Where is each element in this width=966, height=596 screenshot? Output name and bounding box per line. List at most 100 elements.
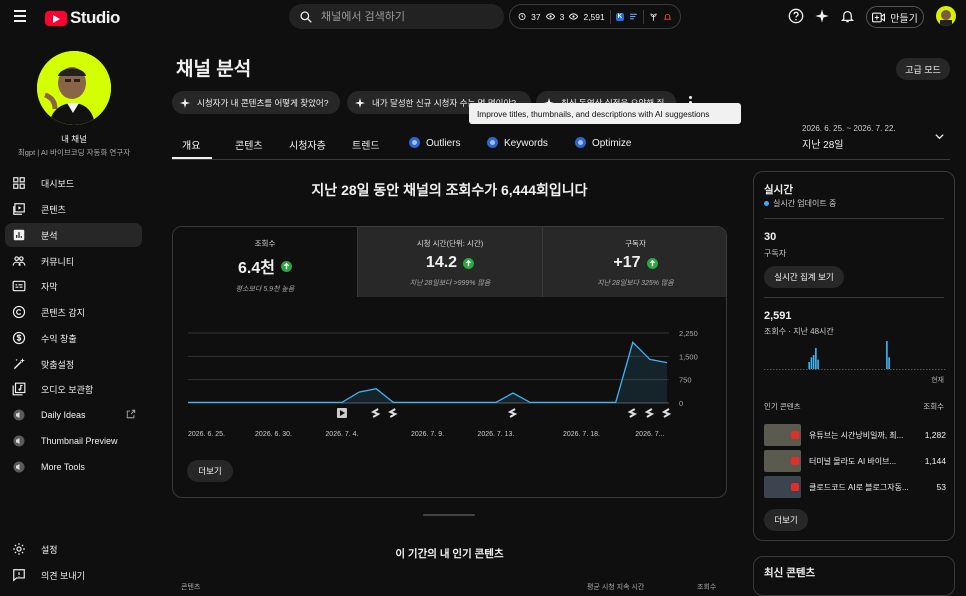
analytics-icon xyxy=(12,228,26,242)
metric-subscribers[interactable]: 구독자 +17 지난 28일보다 325% 많음 xyxy=(543,227,726,297)
short-upload-marker-icon[interactable] xyxy=(507,408,518,418)
tab-label: Keywords xyxy=(504,138,548,149)
more-button[interactable]: 더보기 xyxy=(187,460,233,482)
sidebar-item-subtitles[interactable]: 자막 xyxy=(5,274,142,298)
channel-avatar[interactable] xyxy=(37,51,111,125)
extension-icon xyxy=(12,408,26,422)
realtime-bar xyxy=(808,362,811,369)
carousel-indicator[interactable] xyxy=(423,514,475,516)
tab-label: Optimize xyxy=(592,138,632,149)
sidebar-item-settings[interactable]: 설정 xyxy=(5,537,142,561)
extension-chip[interactable]: K xyxy=(615,12,624,21)
tab-keywords[interactable]: Keywords xyxy=(487,137,548,149)
table-header-views[interactable]: 조회수 xyxy=(697,584,717,591)
sidebar-item-label: 의견 보내기 xyxy=(41,570,85,581)
metric-comparison: 지난 28일보다 325% 많음 xyxy=(597,280,674,287)
list-item[interactable]: 터미널 몰라도 AI 바이브... 1,144 xyxy=(764,449,946,473)
tab-overview[interactable]: 개요 xyxy=(182,141,201,152)
ai-suggestion-chip[interactable]: 시청자가 내 콘텐츠를 어떻게 찾았어? xyxy=(172,91,340,114)
date-period-label[interactable]: 지난 28일 xyxy=(802,140,844,151)
tab-audience[interactable]: 시청자층 xyxy=(289,141,326,152)
video-thumbnail xyxy=(764,476,801,498)
alert-bell-icon[interactable] xyxy=(663,12,672,22)
realtime-title: 실시간 xyxy=(764,184,793,196)
sidebar-item-monetization[interactable]: 수익 창출 xyxy=(5,326,142,350)
sidebar-item-community[interactable]: 커뮤니티 xyxy=(5,249,142,273)
menu-icon[interactable] xyxy=(14,10,26,22)
sidebar-item-customization[interactable]: 맞춤설정 xyxy=(5,352,142,376)
tab-content[interactable]: 콘텐츠 xyxy=(235,141,263,152)
audio-library-icon xyxy=(12,382,26,396)
list-item[interactable]: 유튜브는 시간낭비일까, 최... 1,282 xyxy=(764,423,946,447)
create-button[interactable]: 만들기 xyxy=(866,6,924,28)
sidebar-item-audio-library[interactable]: 오디오 보관함 xyxy=(5,377,142,401)
realtime-subs-value: 30 xyxy=(764,231,777,243)
more-button[interactable]: 더보기 xyxy=(764,509,808,531)
logo-text: Studio xyxy=(70,8,120,27)
tab-trends[interactable]: 트렌드 xyxy=(352,141,380,152)
realtime-view-button[interactable]: 실시간 집계 보기 xyxy=(764,266,844,288)
notifications-icon[interactable] xyxy=(840,8,855,24)
help-icon[interactable] xyxy=(788,8,804,24)
tab-optimize[interactable]: Optimize xyxy=(575,137,631,149)
sidebar-item-analytics[interactable]: 분석 xyxy=(5,223,142,247)
sidebar-item-label: 설정 xyxy=(41,544,58,555)
chart-area xyxy=(188,342,667,403)
studio-logo[interactable]: Studio xyxy=(45,8,120,28)
sprout-icon[interactable] xyxy=(649,12,658,22)
arrow-up-icon xyxy=(646,257,658,269)
short-upload-marker-icon[interactable] xyxy=(627,408,638,418)
metric-label: 구독자 xyxy=(625,239,646,248)
search-bar[interactable] xyxy=(289,4,504,29)
views-chart[interactable]: 2,250 1,500 750 0 2026. 6. 25. 2026. 6. 30. 2… xyxy=(173,317,727,457)
chevron-down-icon[interactable] xyxy=(934,131,945,142)
tab-outliers[interactable]: Outliers xyxy=(409,137,460,149)
metric-views[interactable]: 조회수 6.4천 평소보다 5.9천 높음 xyxy=(173,227,357,297)
popular-views-col: 조회수 xyxy=(923,402,944,411)
stats-extension-bar[interactable]: 37 3 2,591 K xyxy=(509,4,681,29)
realtime-bar-chart[interactable] xyxy=(764,340,946,370)
short-upload-marker-icon[interactable] xyxy=(661,408,672,418)
sidebar-item-feedback[interactable]: 의견 보내기 xyxy=(5,563,142,587)
sidebar-item-label: Thumbnail Preview xyxy=(41,436,118,446)
latest-content-title: 최신 콘텐츠 xyxy=(764,567,816,579)
x-tick-label: 2026. 7. 4. xyxy=(325,431,358,438)
avatar-face-icon xyxy=(940,10,952,26)
sparkle-icon[interactable] xyxy=(814,8,830,24)
sidebar-item-label: 분석 xyxy=(41,230,58,241)
sidebar-item-more-tools[interactable]: More Tools xyxy=(5,455,142,479)
sidebar-item-label: 자막 xyxy=(41,281,58,292)
video-thumbnail xyxy=(764,424,801,446)
realtime-bar xyxy=(886,341,888,369)
table-header-avg-duration[interactable]: 평균 시청 지속 시간 xyxy=(587,584,645,591)
list-icon[interactable] xyxy=(629,12,638,21)
table-header-content[interactable]: 콘텐츠 xyxy=(181,584,201,591)
y-tick-label: 1,500 xyxy=(679,352,698,361)
extension-icon xyxy=(12,434,26,448)
search-input[interactable] xyxy=(321,10,481,23)
short-upload-marker-icon[interactable] xyxy=(388,408,398,418)
sidebar-item-label: 수익 창출 xyxy=(41,333,77,344)
eye-icon xyxy=(545,13,555,20)
divider xyxy=(764,297,944,298)
tabs-divider xyxy=(172,159,950,160)
sparkle-icon xyxy=(180,97,190,108)
account-avatar[interactable] xyxy=(936,6,956,26)
content-icon xyxy=(12,202,26,216)
ai-chip-label: 최신 동영상 실적을 요약해 줘 xyxy=(561,97,664,109)
sidebar-item-copyright[interactable]: 콘텐츠 감지 xyxy=(5,300,142,324)
date-range[interactable]: 2026. 6. 25. ~ 2026. 7. 22. xyxy=(802,124,896,133)
x-tick-label: 2026. 7. 18. xyxy=(563,431,600,438)
sidebar-item-thumbnail-preview[interactable]: Thumbnail Preview xyxy=(5,429,142,453)
list-item[interactable]: 클로드코드 AI로 블로그자동... 53 xyxy=(764,475,946,499)
video-upload-marker-icon[interactable] xyxy=(336,408,347,418)
metric-watch-time[interactable]: 시청 시간(단위: 시간) 14.2 지난 28일보다 >999% 많음 xyxy=(358,227,542,297)
sidebar-item-daily-ideas[interactable]: Daily Ideas xyxy=(5,403,142,427)
sidebar-item-content[interactable]: 콘텐츠 xyxy=(5,197,142,221)
advanced-mode-button[interactable]: 고급 모드 xyxy=(896,58,950,80)
short-upload-marker-icon[interactable] xyxy=(644,408,655,418)
x-tick-label: 2026. 7... xyxy=(635,431,664,438)
sidebar-item-dashboard[interactable]: 대시보드 xyxy=(5,171,142,195)
short-upload-marker-icon[interactable] xyxy=(370,408,381,418)
sidebar-item-label: 오디오 보관함 xyxy=(41,384,94,395)
